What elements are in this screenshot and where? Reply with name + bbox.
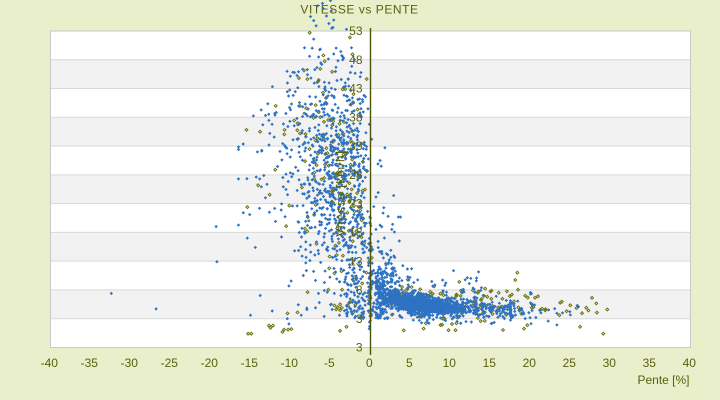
svg-text:VITESSE vs PENTE: VITESSE vs PENTE bbox=[300, 3, 418, 17]
svg-text:-40: -40 bbox=[41, 356, 59, 370]
svg-text:-35: -35 bbox=[81, 356, 99, 370]
svg-text:13: 13 bbox=[349, 254, 363, 268]
svg-text:-25: -25 bbox=[161, 356, 179, 370]
svg-text:53: 53 bbox=[349, 24, 363, 38]
svg-text:20: 20 bbox=[523, 356, 537, 370]
svg-text:-5: -5 bbox=[324, 356, 335, 370]
svg-text:30: 30 bbox=[603, 356, 617, 370]
svg-text:18: 18 bbox=[349, 226, 363, 240]
svg-text:15: 15 bbox=[483, 356, 497, 370]
svg-text:-30: -30 bbox=[121, 356, 139, 370]
svg-text:3: 3 bbox=[356, 312, 363, 326]
svg-text:8: 8 bbox=[356, 283, 363, 297]
svg-text:-15: -15 bbox=[241, 356, 259, 370]
svg-text:Vitesse [km/h]: Vitesse [km/h] bbox=[334, 150, 348, 236]
svg-text:48: 48 bbox=[349, 53, 363, 67]
svg-text:10: 10 bbox=[443, 356, 457, 370]
svg-text:25: 25 bbox=[563, 356, 577, 370]
svg-text:33: 33 bbox=[349, 139, 363, 153]
svg-text:40: 40 bbox=[683, 356, 697, 370]
svg-text:-10: -10 bbox=[281, 356, 299, 370]
svg-text:3: 3 bbox=[356, 340, 363, 354]
svg-text:0: 0 bbox=[366, 356, 373, 370]
svg-text:23: 23 bbox=[349, 197, 363, 211]
svg-text:5: 5 bbox=[406, 356, 413, 370]
svg-text:43: 43 bbox=[349, 82, 363, 96]
svg-text:38: 38 bbox=[349, 110, 363, 124]
svg-text:-20: -20 bbox=[201, 356, 219, 370]
svg-text:35: 35 bbox=[643, 356, 657, 370]
svg-text:Pente [%]: Pente [%] bbox=[637, 373, 689, 387]
svg-text:28: 28 bbox=[349, 168, 363, 182]
